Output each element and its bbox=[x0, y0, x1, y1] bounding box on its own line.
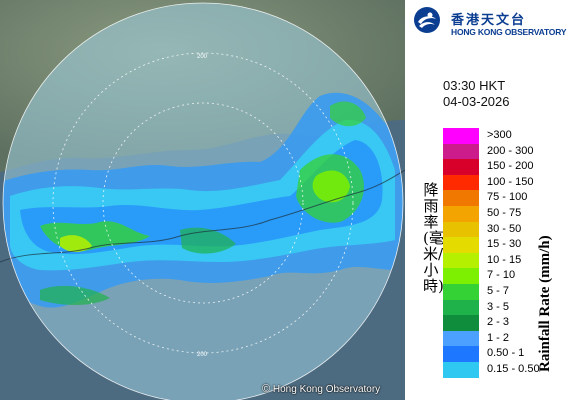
org-name-en: HONG KONG OBSERVATORY bbox=[451, 27, 567, 37]
legend-swatch bbox=[443, 174, 479, 191]
radar-map: 200 200 © Hong Kong Observatory bbox=[0, 0, 405, 400]
legend-row: 100 - 150 bbox=[443, 174, 567, 191]
legend-label: 2 - 3 bbox=[487, 316, 510, 329]
legend-swatch bbox=[443, 205, 479, 222]
legend-label: 10 - 15 bbox=[487, 253, 522, 266]
legend-swatch bbox=[443, 237, 479, 253]
legend-row: 30 - 50 bbox=[443, 221, 567, 238]
copyright-text: Hong Kong Observatory bbox=[272, 384, 381, 395]
legend-label: 1 - 2 bbox=[487, 331, 510, 344]
legend-swatch bbox=[443, 190, 479, 206]
rainfall-legend: >300 200 - 300 150 - 200 100 - 150 75 - 100 5… bbox=[443, 128, 567, 378]
legend-panel: 香港天文台 HONG KONG OBSERVATORY 03:30 HKT 04… bbox=[405, 0, 577, 400]
legend-row: 7 - 10 bbox=[443, 268, 567, 284]
legend-label: 0.50 - 1 bbox=[487, 347, 525, 360]
legend-label: 15 - 30 bbox=[487, 238, 522, 251]
legend-row: >300 bbox=[443, 128, 567, 144]
legend-swatch bbox=[443, 330, 479, 347]
timestamp-date: 04-03-2026 bbox=[443, 94, 510, 109]
legend-label: 7 - 10 bbox=[487, 269, 516, 282]
legend-swatch bbox=[443, 252, 479, 269]
legend-row: 2 - 3 bbox=[443, 315, 567, 331]
legend-row: 200 - 300 bbox=[443, 143, 567, 160]
legend-row: 15 - 30 bbox=[443, 237, 567, 253]
legend-swatch bbox=[443, 315, 479, 331]
legend-row: 3 - 5 bbox=[443, 299, 567, 316]
legend-label: 100 - 150 bbox=[487, 175, 534, 188]
legend-label: 200 - 300 bbox=[487, 144, 534, 157]
legend-row: 0.50 - 1 bbox=[443, 346, 567, 362]
legend-row: 75 - 100 bbox=[443, 190, 567, 206]
range-rings bbox=[2, 2, 404, 400]
coastline bbox=[0, 169, 405, 263]
legend-title-zh: 降雨率(毫米/小時) bbox=[423, 181, 444, 295]
legend-label: 50 - 75 bbox=[487, 206, 522, 219]
legend-swatch bbox=[443, 346, 479, 362]
legend-row: 5 - 7 bbox=[443, 283, 567, 300]
legend-row: 50 - 75 bbox=[443, 205, 567, 222]
copyright-notice: © Hong Kong Observatory bbox=[262, 383, 380, 395]
legend-label: 30 - 50 bbox=[487, 222, 522, 235]
legend-swatch bbox=[443, 221, 479, 238]
legend-label: 150 - 200 bbox=[487, 160, 534, 173]
legend-label: 5 - 7 bbox=[487, 284, 510, 297]
copyright-symbol: © bbox=[262, 383, 271, 395]
range-ring-label-top: 200 bbox=[197, 54, 208, 60]
legend-label: 75 - 100 bbox=[487, 191, 528, 204]
legend-title-en: Rainfall Rate (mm/h) bbox=[537, 235, 553, 372]
legend-row: 10 - 15 bbox=[443, 252, 567, 269]
org-name-zh: 香港天文台 bbox=[451, 13, 527, 28]
legend-row: 150 - 200 bbox=[443, 159, 567, 175]
legend-label: 3 - 5 bbox=[487, 300, 510, 313]
legend-swatch bbox=[443, 299, 479, 316]
legend-swatch bbox=[443, 143, 479, 160]
legend-row: 1 - 2 bbox=[443, 330, 567, 347]
legend-swatch bbox=[443, 361, 479, 378]
radar-map-canvas: 200 200 bbox=[0, 0, 405, 400]
legend-swatch bbox=[443, 283, 479, 300]
legend-row: 0.15 - 0.50 bbox=[443, 361, 567, 378]
timestamp-time: 03:30 HKT bbox=[443, 78, 506, 93]
legend-swatch bbox=[443, 159, 479, 175]
legend-swatch bbox=[443, 128, 479, 144]
legend-label: >300 bbox=[487, 129, 512, 141]
legend-swatch bbox=[443, 268, 479, 284]
legend-label: 0.15 - 0.50 bbox=[487, 362, 540, 375]
hko-logo-icon bbox=[413, 6, 441, 34]
range-ring-label-bottom: 200 bbox=[197, 352, 208, 358]
